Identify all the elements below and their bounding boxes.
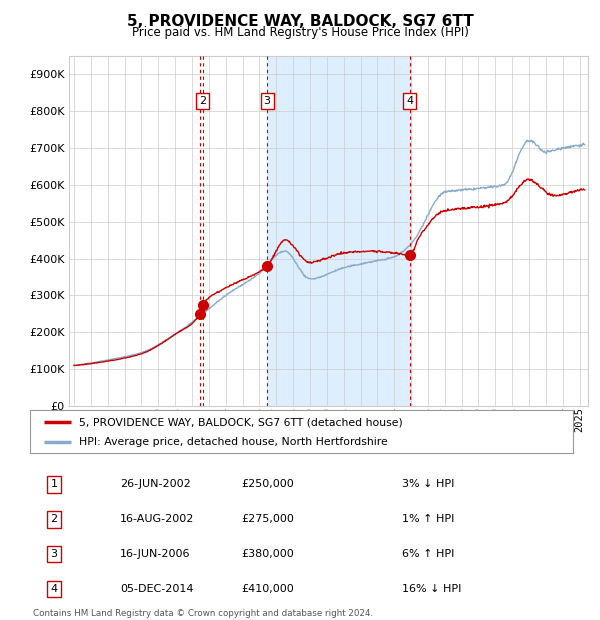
Text: 3: 3 <box>263 96 271 107</box>
Text: 16% ↓ HPI: 16% ↓ HPI <box>402 584 461 594</box>
Text: 2: 2 <box>50 514 58 524</box>
Bar <box>267 56 410 406</box>
Text: 1: 1 <box>50 479 58 489</box>
Text: Price paid vs. HM Land Registry's House Price Index (HPI): Price paid vs. HM Land Registry's House … <box>131 26 469 39</box>
Text: 26-JUN-2002: 26-JUN-2002 <box>120 479 191 489</box>
Text: £410,000: £410,000 <box>241 584 294 594</box>
Text: 4: 4 <box>50 584 58 594</box>
Text: 5, PROVIDENCE WAY, BALDOCK, SG7 6TT: 5, PROVIDENCE WAY, BALDOCK, SG7 6TT <box>127 14 473 29</box>
Text: 16-JUN-2006: 16-JUN-2006 <box>120 549 191 559</box>
Text: 05-DEC-2014: 05-DEC-2014 <box>120 584 193 594</box>
Text: 2: 2 <box>199 96 206 107</box>
Text: 6% ↑ HPI: 6% ↑ HPI <box>402 549 454 559</box>
Text: 1% ↑ HPI: 1% ↑ HPI <box>402 514 454 524</box>
Text: £275,000: £275,000 <box>241 514 294 524</box>
Text: £380,000: £380,000 <box>241 549 294 559</box>
Text: Contains HM Land Registry data © Crown copyright and database right 2024.: Contains HM Land Registry data © Crown c… <box>33 609 373 618</box>
Text: 3: 3 <box>50 549 58 559</box>
Text: 5, PROVIDENCE WAY, BALDOCK, SG7 6TT (detached house): 5, PROVIDENCE WAY, BALDOCK, SG7 6TT (det… <box>79 417 403 427</box>
Text: 3% ↓ HPI: 3% ↓ HPI <box>402 479 454 489</box>
Text: HPI: Average price, detached house, North Hertfordshire: HPI: Average price, detached house, Nort… <box>79 437 388 447</box>
Text: 4: 4 <box>406 96 413 107</box>
Text: £250,000: £250,000 <box>241 479 294 489</box>
Text: 16-AUG-2002: 16-AUG-2002 <box>120 514 194 524</box>
